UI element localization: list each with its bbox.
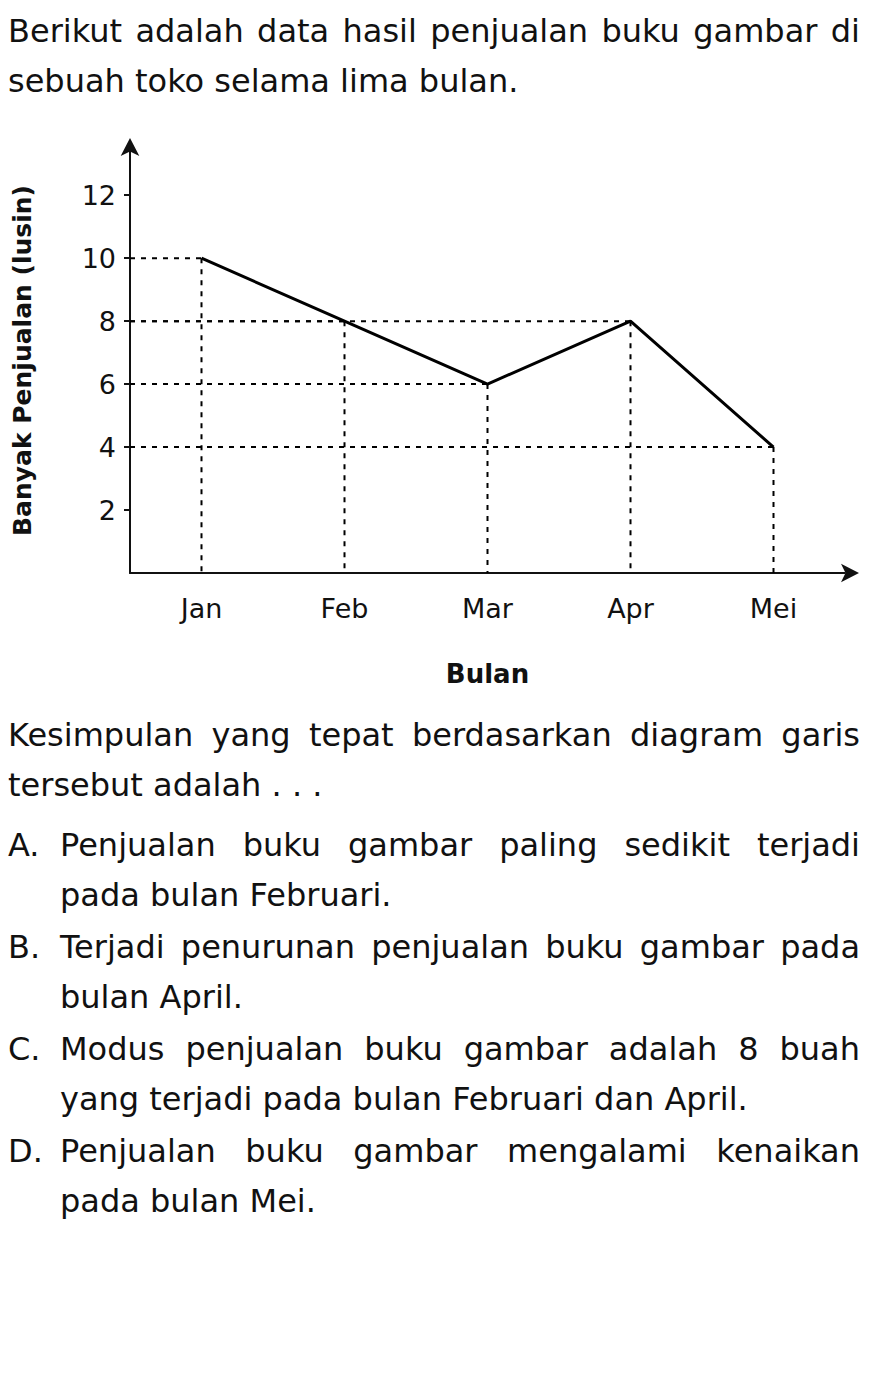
html-text:Penjualan buku gambar mengalam: Penjualan buku gambar mengalami kenaikan… bbox=[60, 1132, 860, 1220]
svg-text:Feb: Feb bbox=[321, 593, 369, 624]
svg-text:Banyak Penjualan (lusin): Banyak Penjualan (lusin) bbox=[8, 185, 37, 536]
html-text:Penjualan buku gambar paling s: Penjualan buku gambar paling sedikit ter… bbox=[60, 826, 860, 914]
html-text:Modus penjualan buku gambar ad: Modus penjualan buku gambar adalah 8 bua… bbox=[60, 1030, 860, 1118]
svg-text:10: 10 bbox=[82, 243, 116, 274]
html-text:B.: B. bbox=[8, 928, 41, 966]
svg-text:Mei: Mei bbox=[750, 593, 797, 624]
svg-text:Mar: Mar bbox=[462, 593, 514, 624]
svg-text:4: 4 bbox=[99, 432, 116, 463]
html-text:A.: A. bbox=[8, 826, 40, 864]
svg-text:6: 6 bbox=[99, 369, 116, 400]
html-text:D.: D. bbox=[8, 1132, 43, 1170]
svg-text:12: 12 bbox=[82, 180, 116, 211]
html-text:Terjadi penurunan penjualan bu: Terjadi penurunan penjualan buku gambar … bbox=[60, 928, 860, 1016]
html-text:Berikut adalah data hasil penj: Berikut adalah data hasil penjualan buku… bbox=[8, 12, 860, 100]
svg-text:2: 2 bbox=[99, 495, 116, 526]
svg-text:Jan: Jan bbox=[179, 593, 223, 624]
html-text:Kesimpulan yang tepat berdasar: Kesimpulan yang tepat berdasarkan diagra… bbox=[8, 716, 860, 804]
svg-text:8: 8 bbox=[99, 306, 116, 337]
svg-text:Apr: Apr bbox=[607, 593, 655, 624]
html-text:C.: C. bbox=[8, 1030, 41, 1068]
svg-text:Bulan: Bulan bbox=[446, 659, 529, 689]
